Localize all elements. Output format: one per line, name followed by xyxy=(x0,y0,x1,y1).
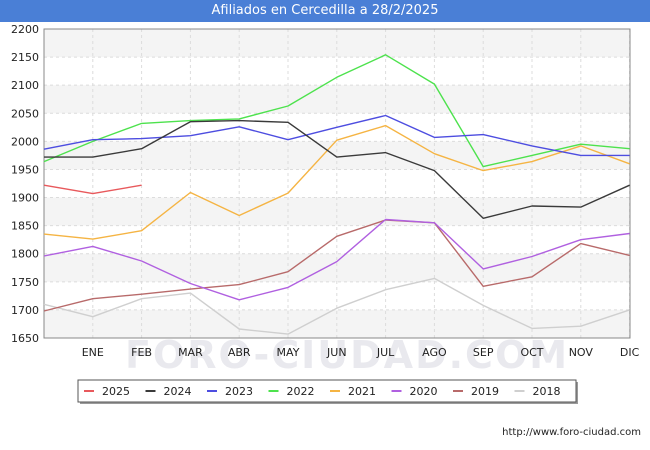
y-tick-label: 2100 xyxy=(11,79,39,92)
legend-label-2020: 2020 xyxy=(410,385,438,398)
series-line-2023 xyxy=(43,114,630,157)
legend-label-2018: 2018 xyxy=(533,385,561,398)
legend-box xyxy=(77,379,577,403)
x-tick-label: OCT xyxy=(520,346,543,359)
x-tick-label: NOV xyxy=(569,346,594,359)
chart-title: Afiliados en Cercedilla a 28/2/2025 xyxy=(211,3,439,18)
legend-label-2023: 2023 xyxy=(225,385,253,398)
legend-label-2019: 2019 xyxy=(471,385,499,398)
x-tick-label: AGO xyxy=(422,346,447,359)
x-tick-label: SEP xyxy=(473,346,494,359)
x-tick-label: ENE xyxy=(82,346,104,359)
watermark-text: FORO-CIUDAD.COM xyxy=(125,333,569,377)
series-line-2024 xyxy=(44,119,630,220)
x-tick-label: FEB xyxy=(131,346,152,359)
y-tick-label: 2050 xyxy=(11,107,39,120)
legend-label-2025: 2025 xyxy=(102,385,130,398)
y-tick-label: 1750 xyxy=(11,276,39,289)
series-line-2018 xyxy=(43,277,630,335)
x-tick-label: JUN xyxy=(326,346,347,359)
x-tick-label: ABR xyxy=(228,346,251,359)
series-line-2022 xyxy=(43,54,630,168)
y-tick-label: 1850 xyxy=(11,220,39,233)
y-tick-label: 2000 xyxy=(11,135,39,148)
x-tick-label: DIC xyxy=(620,346,640,359)
series-line-2019 xyxy=(43,219,630,312)
x-tick-label: MAY xyxy=(277,346,300,359)
series-line-2021 xyxy=(43,124,630,240)
series-line-2020 xyxy=(43,218,630,301)
legend-label-2024: 2024 xyxy=(164,385,192,398)
y-tick-label: 1700 xyxy=(11,304,39,317)
legend-label-2022: 2022 xyxy=(287,385,315,398)
y-tick-label: 1650 xyxy=(11,332,39,345)
title-bar: Afiliados en Cercedilla a 28/2/2025 xyxy=(0,0,650,22)
legend-label-2021: 2021 xyxy=(348,385,376,398)
x-tick-label: MAR xyxy=(178,346,203,359)
y-tick-label: 1800 xyxy=(11,248,39,261)
y-tick-label: 2200 xyxy=(11,23,39,36)
source-url: http://www.foro-ciudad.com xyxy=(502,427,641,438)
y-tick-label: 1900 xyxy=(11,192,39,205)
plot-frame xyxy=(43,28,631,339)
y-tick-label: 2150 xyxy=(11,51,39,64)
y-tick-label: 1950 xyxy=(11,163,39,176)
series-line-2025 xyxy=(43,184,142,195)
x-tick-label: JUL xyxy=(376,346,395,359)
